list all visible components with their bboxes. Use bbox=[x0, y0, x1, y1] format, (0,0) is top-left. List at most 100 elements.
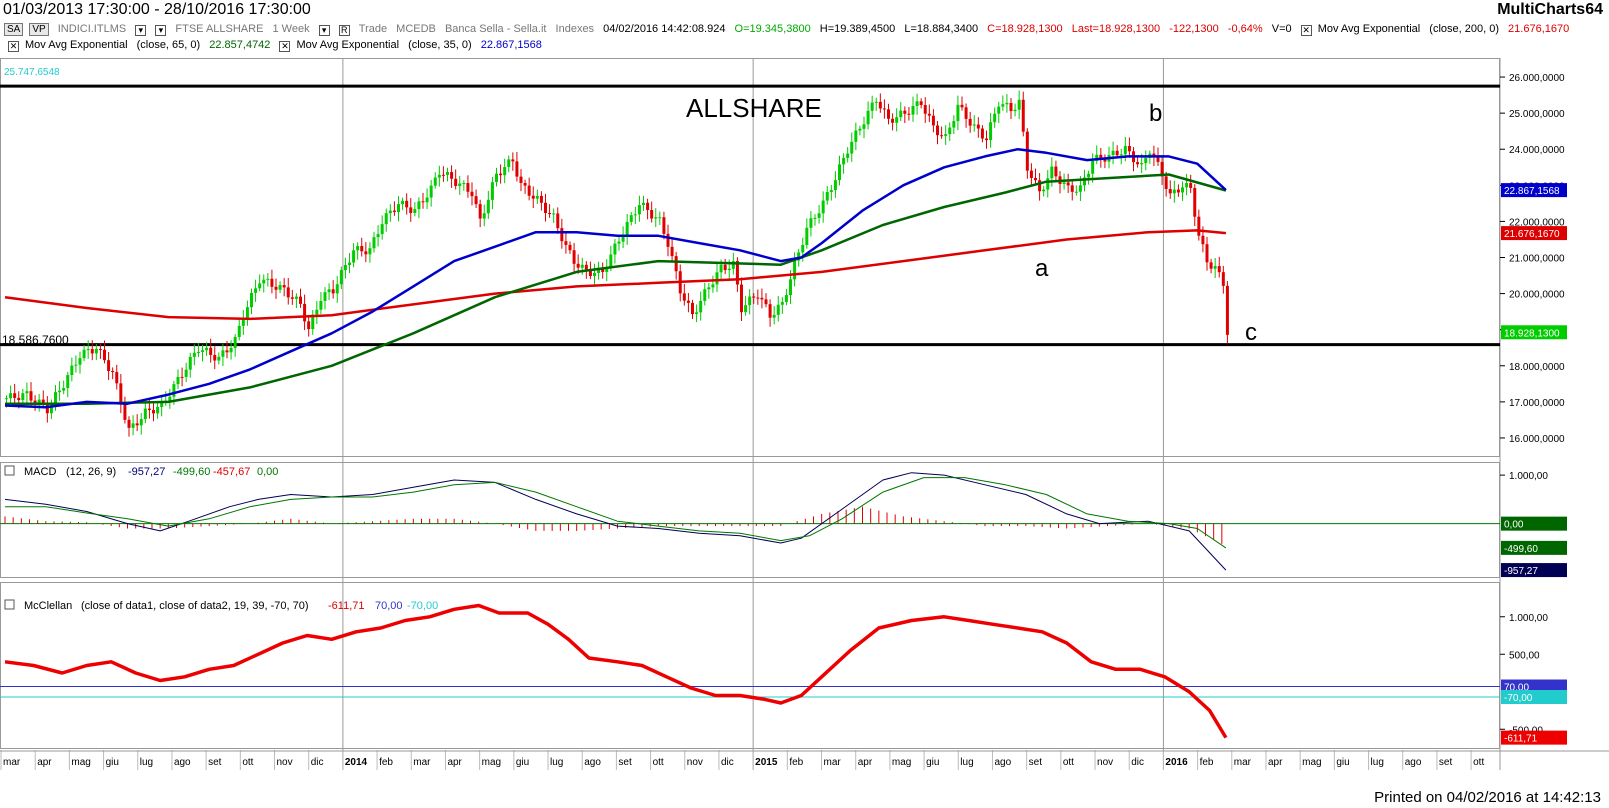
x-tick-label: mar bbox=[1234, 757, 1252, 768]
candle-body bbox=[356, 245, 360, 251]
candle-body bbox=[780, 302, 784, 305]
candle-body bbox=[188, 356, 192, 370]
ema65-value: 22.857,4742 bbox=[209, 39, 271, 51]
feed-label: MCEDB bbox=[396, 23, 436, 35]
price-marker bbox=[1501, 183, 1567, 198]
candle-body bbox=[989, 122, 993, 141]
candle-body bbox=[1005, 102, 1009, 105]
vp-button[interactable]: VP bbox=[29, 23, 49, 36]
candle-body bbox=[723, 264, 727, 271]
x-tick-label: set bbox=[618, 757, 632, 768]
x-tick-label: feb bbox=[789, 757, 803, 768]
candle-body bbox=[711, 284, 715, 288]
candle-body bbox=[850, 141, 854, 154]
candle-body bbox=[707, 287, 711, 290]
close-icon[interactable] bbox=[4, 465, 15, 476]
candle-body bbox=[519, 176, 523, 183]
macd-legend-params: (12, 26, 9) bbox=[66, 466, 116, 478]
candle-body bbox=[180, 376, 184, 378]
y-tick-label: 18.000,0000 bbox=[1509, 362, 1565, 373]
candle-body bbox=[544, 202, 547, 214]
candle-body bbox=[421, 201, 425, 203]
candle-body bbox=[588, 269, 592, 276]
candle-body bbox=[299, 296, 302, 304]
candle-body bbox=[968, 118, 972, 126]
x-tick-label: nov bbox=[687, 757, 703, 768]
candle-body bbox=[756, 297, 760, 299]
x-tick-label: set bbox=[208, 757, 222, 768]
candle-body bbox=[621, 235, 625, 242]
candle-body bbox=[33, 400, 37, 404]
candle-body bbox=[290, 297, 294, 299]
candle-body bbox=[662, 217, 666, 234]
candle-body bbox=[1201, 235, 1205, 245]
candle-body bbox=[625, 221, 629, 236]
candle-body bbox=[527, 185, 531, 196]
candle-body bbox=[1164, 176, 1168, 189]
candle-body bbox=[1103, 158, 1107, 162]
candle-body bbox=[433, 177, 437, 186]
candle-body bbox=[931, 115, 935, 126]
candle-body bbox=[172, 384, 176, 397]
candle-body bbox=[70, 365, 74, 376]
candle-body bbox=[45, 404, 49, 414]
x-tick-label: dic bbox=[721, 757, 734, 768]
r-toggle[interactable]: R bbox=[338, 25, 350, 36]
candle-body bbox=[425, 197, 429, 203]
macd-legend-v4: 0,00 bbox=[257, 466, 278, 478]
candle-body bbox=[1144, 157, 1148, 164]
candle-body bbox=[184, 369, 188, 377]
candle-body bbox=[1062, 182, 1066, 184]
candle-body bbox=[752, 296, 756, 298]
candle-body bbox=[703, 289, 707, 301]
candle-body bbox=[213, 354, 217, 361]
close-icon[interactable]: ✕ bbox=[8, 41, 19, 52]
y-tick-label: 25.000,0000 bbox=[1509, 109, 1565, 120]
dropdown-icon[interactable]: ▾ bbox=[135, 25, 147, 36]
macd-legend-v3: -457,67 bbox=[213, 466, 250, 478]
resolution-label[interactable]: 1 Week bbox=[272, 23, 310, 35]
close-icon[interactable]: ✕ bbox=[279, 41, 291, 52]
x-tick-label: dic bbox=[311, 757, 324, 768]
candle-body bbox=[1193, 187, 1197, 217]
title-bar: 01/03/2013 17:30:00 - 28/10/2016 17:30:0… bbox=[0, 0, 1609, 20]
candle-body bbox=[646, 202, 650, 210]
dropdown-icon[interactable]: ▾ bbox=[155, 25, 167, 36]
close-value: C=18.928,1300 bbox=[987, 23, 1063, 35]
candle-body bbox=[1078, 185, 1082, 192]
close-icon[interactable] bbox=[4, 599, 15, 610]
candle-body bbox=[821, 200, 825, 214]
candle-body bbox=[760, 297, 764, 300]
candle-body bbox=[13, 393, 17, 398]
candle-body bbox=[1017, 99, 1021, 110]
dropdown-icon[interactable]: ▾ bbox=[318, 25, 330, 36]
candle-body bbox=[993, 113, 997, 123]
candle-body bbox=[531, 195, 535, 199]
candle-body bbox=[372, 237, 376, 249]
candle-body bbox=[858, 128, 862, 131]
price-marker bbox=[1501, 226, 1567, 241]
candle-body bbox=[429, 185, 433, 198]
candle-body bbox=[352, 250, 356, 263]
x-tick-label: ago bbox=[1405, 757, 1422, 768]
candle-body bbox=[511, 159, 515, 162]
candle-body bbox=[817, 213, 821, 218]
sa-button[interactable]: SA bbox=[4, 23, 24, 36]
candle-body bbox=[192, 352, 196, 357]
candle-body bbox=[486, 199, 490, 214]
chart-area[interactable]: 26.000,000025.000,000024.000,000023.000,… bbox=[0, 0, 1609, 788]
x-tick-label: giu bbox=[926, 757, 939, 768]
candle-body bbox=[17, 397, 21, 401]
candle-body bbox=[21, 393, 25, 401]
mcc-legend-params: (close of data1, close of data2, 19, 39,… bbox=[81, 600, 308, 612]
candle-body bbox=[1009, 102, 1013, 112]
candle-body bbox=[915, 101, 919, 107]
close-icon[interactable]: ✕ bbox=[1300, 25, 1312, 36]
candle-body bbox=[25, 391, 29, 394]
y-tick-label: 24.000,0000 bbox=[1509, 145, 1565, 156]
candle-body bbox=[960, 104, 964, 108]
candle-body bbox=[86, 349, 90, 351]
x-tick-label: mag bbox=[892, 757, 911, 768]
candle-body bbox=[686, 300, 690, 303]
candle-body bbox=[650, 209, 654, 219]
